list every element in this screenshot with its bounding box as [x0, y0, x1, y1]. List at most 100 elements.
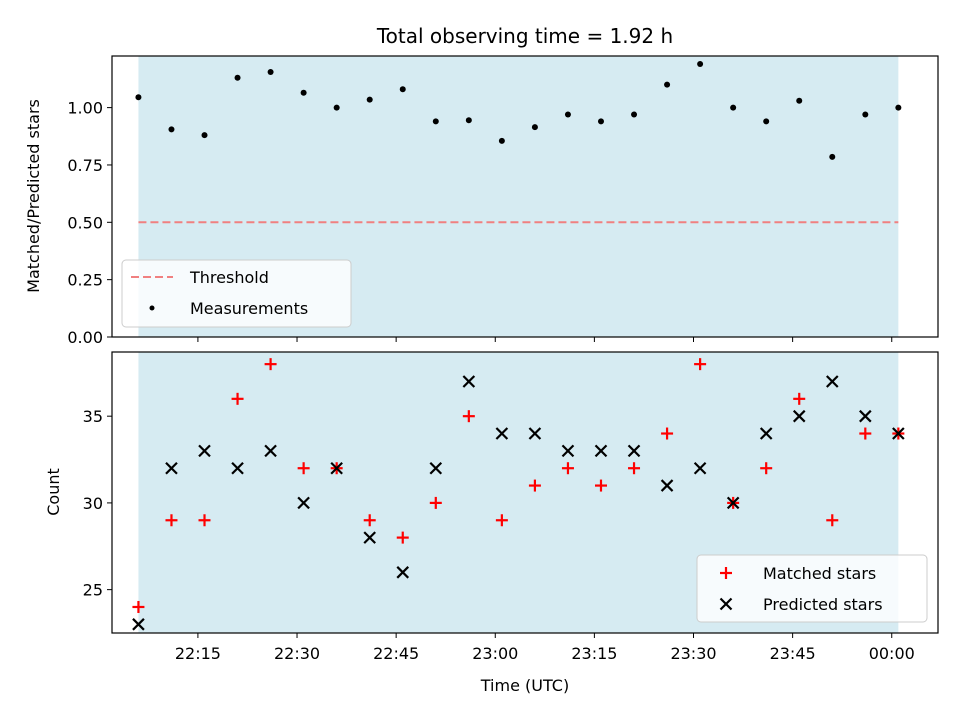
predicted-star-point	[759, 427, 773, 440]
y-tick-label: 1.00	[67, 99, 103, 118]
matched-star-point	[528, 479, 541, 492]
predicted-star-point	[859, 409, 872, 423]
predicted-star-point	[693, 461, 707, 475]
predicted-star-point	[297, 496, 310, 510]
measurement-point	[201, 132, 208, 139]
measurement-point	[498, 137, 505, 144]
measurement-point	[730, 104, 737, 111]
measurement-point	[300, 89, 307, 96]
predicted-star-point	[495, 427, 509, 440]
chart-title: Total observing time = 1.92 h	[376, 24, 673, 48]
predicted-star-point	[198, 444, 211, 458]
predicted-star-point	[825, 375, 839, 388]
measurement-point	[829, 153, 836, 160]
top-legend: Threshold Measurements	[121, 259, 352, 328]
matched-star-point	[462, 410, 475, 423]
measurement-point	[234, 74, 241, 81]
predicted-star-point	[726, 496, 740, 510]
predicted-star-point	[660, 479, 674, 492]
matched-star-point	[793, 392, 806, 405]
matched-star-point	[826, 514, 839, 527]
x-tick-label: 22:30	[274, 644, 320, 663]
measurement-point	[895, 104, 902, 111]
predicted-star-point	[892, 427, 905, 440]
measurement-point	[796, 97, 803, 104]
predicted-star-point	[363, 531, 376, 544]
y-tick-label: 25	[83, 581, 103, 600]
measurement-point	[366, 96, 373, 103]
y-tick-label: 0.50	[67, 213, 103, 232]
measurement-point	[168, 126, 175, 133]
matched-star-point	[859, 427, 872, 440]
matched-star-point	[661, 427, 674, 440]
measurement-point	[664, 81, 671, 88]
predicted-star-point	[792, 409, 806, 423]
y-tick-label: 30	[83, 494, 103, 513]
matched-star-point	[264, 358, 277, 371]
matched-star-point	[429, 496, 442, 509]
predicted-star-point	[594, 444, 608, 458]
x-tick-label: 00:00	[869, 644, 915, 663]
legend-predicted-swatch	[719, 597, 733, 611]
legend-threshold-label: Threshold	[189, 268, 269, 287]
predicted-star-point	[528, 427, 542, 440]
x-tick-label: 23:30	[670, 644, 716, 663]
y-tick-label: 0.75	[67, 156, 103, 175]
legend-predicted-label: Predicted stars	[763, 595, 883, 614]
measurement-point	[597, 118, 604, 125]
top-axes-frame	[111, 55, 939, 338]
bottom-legend: Matched stars Predicted stars	[696, 554, 928, 623]
x-tick-label: 23:00	[472, 644, 518, 663]
measurement-point	[531, 124, 538, 131]
bottom-axes-frame	[111, 351, 939, 634]
predicted-star-point	[330, 461, 343, 475]
matched-star-point	[594, 479, 607, 492]
predicted-star-point	[462, 375, 476, 388]
measurement-point	[333, 104, 340, 111]
legend-matched-label: Matched stars	[763, 564, 876, 583]
predicted-star-point	[429, 461, 443, 475]
matched-star-point	[694, 358, 707, 371]
measurement-point	[432, 118, 439, 125]
y-tick-label: 0.00	[67, 328, 103, 347]
measurement-point	[862, 111, 869, 118]
measurement-point	[697, 61, 704, 68]
predicted-star-point	[561, 444, 575, 458]
matched-star-point	[198, 514, 211, 527]
bottom-panel: 25 30 35 22:15 22:30 22:45 23:00 23:15 23:30 23:4…	[83, 351, 939, 663]
legend-matched-swatch	[720, 567, 732, 579]
matched-star-point	[231, 392, 244, 405]
top-panel: 0.00 0.25 0.50 0.75 1.00 Threshold Measurement…	[67, 55, 939, 347]
x-axis-label: Time (UTC)	[480, 676, 569, 695]
matched-star-point	[297, 462, 310, 475]
predicted-star-point	[396, 566, 410, 579]
matched-star-point	[628, 462, 641, 475]
matched-star-point	[165, 514, 178, 527]
predicted-star-point	[231, 461, 244, 475]
legend-measurement-swatch	[149, 305, 155, 311]
measurement-point	[399, 86, 406, 93]
measurement-point	[763, 118, 770, 125]
predicted-star-point	[627, 444, 641, 458]
matched-star-point	[561, 462, 574, 475]
measurement-point	[465, 117, 472, 124]
measurement-point	[564, 111, 571, 118]
matched-star-point	[132, 600, 145, 613]
legend-measurement-label: Measurements	[190, 299, 308, 318]
x-tick-label: 22:15	[175, 644, 221, 663]
predicted-star-point	[264, 444, 277, 458]
bottom-y-axis-label: Count	[44, 468, 63, 516]
x-tick-label: 23:45	[770, 644, 816, 663]
matched-star-point	[396, 531, 409, 544]
x-tick-label: 23:15	[571, 644, 617, 663]
predicted-star-point	[132, 618, 145, 631]
matched-star-point	[363, 514, 376, 527]
x-tick-label: 22:45	[373, 644, 419, 663]
top-y-axis-label: Matched/Predicted stars	[24, 99, 43, 293]
matched-star-point	[495, 514, 508, 527]
predicted-star-point	[165, 461, 178, 475]
y-tick-label: 0.25	[67, 271, 103, 290]
measurement-point	[135, 94, 142, 101]
matched-star-point	[760, 462, 773, 475]
